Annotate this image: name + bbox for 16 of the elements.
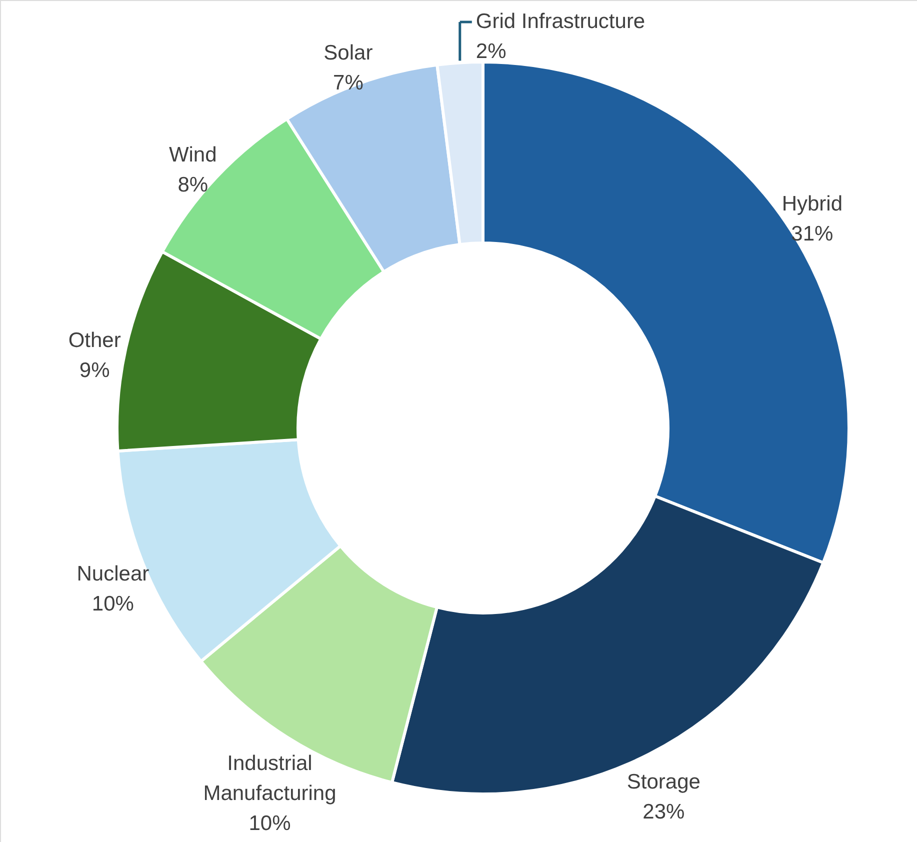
slice-label: Solar xyxy=(324,42,373,65)
data-label: 7% xyxy=(333,72,364,95)
slice-label: Other xyxy=(68,329,121,352)
data-label: 31% xyxy=(791,222,834,246)
data-label: 10% xyxy=(92,592,134,616)
data-label: 9% xyxy=(79,359,110,382)
data-label: 23% xyxy=(642,800,685,824)
slice-label: Storage xyxy=(626,770,700,794)
slice-label: Nuclear xyxy=(76,562,150,586)
slice-label: Hybrid xyxy=(782,192,843,216)
slice-label: Grid Infrastructure xyxy=(476,10,646,33)
slice-label: Industrial Manufacturing xyxy=(203,752,336,806)
slice-label: Wind xyxy=(168,144,217,167)
data-label: 8% xyxy=(178,174,208,197)
data-label: 2% xyxy=(476,40,506,63)
data-label: 10% xyxy=(248,812,291,836)
